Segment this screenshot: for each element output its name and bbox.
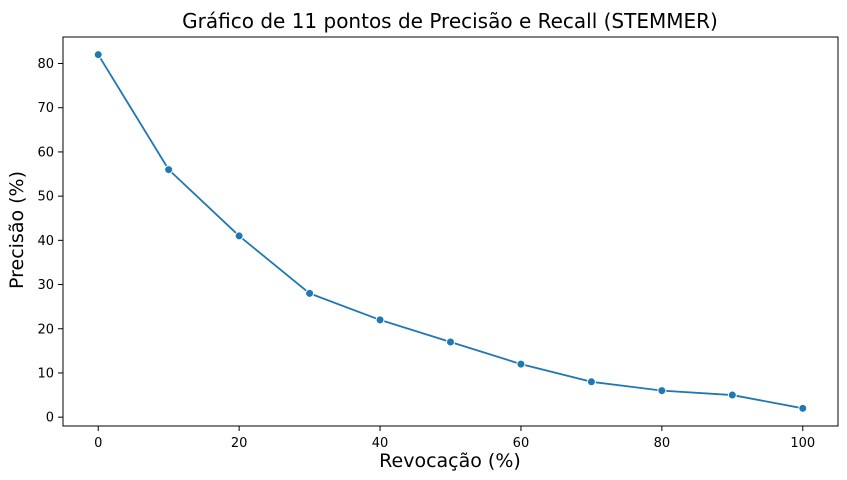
data-point-marker [516,359,526,369]
x-axis-label: Revocação (%) [379,450,521,472]
y-tick-label: 80 [37,57,54,72]
data-point-marker [446,337,455,347]
y-tick-label: 20 [37,322,54,337]
y-axis-ticks: 0 10 20 30 40 50 60 70 80 [37,57,63,426]
data-point-marker [93,50,103,60]
plot-area: 0 20 40 60 80 100 0 10 20 30 40 50 60 70 80 [37,36,839,451]
y-axis-label: Precisão (%) [6,171,28,289]
series-layer [93,50,808,413]
axes-frame [62,36,839,427]
data-point-marker [798,403,808,413]
y-tick-label: 60 [37,145,54,160]
x-axis-ticks: 0 20 40 60 80 100 [94,426,815,451]
data-point-marker [375,315,385,325]
y-tick-label: 40 [37,234,54,249]
y-tick-label: 70 [37,101,54,116]
x-tick-label: 0 [94,436,102,451]
data-point-marker [727,390,737,400]
x-tick-label: 80 [654,436,671,451]
data-point-marker [164,165,174,175]
x-tick-label: 60 [513,436,530,451]
y-tick-label: 50 [37,190,54,205]
data-point-marker [305,288,315,298]
chart-title: Gráfico de 11 pontos de Precisão e Recal… [182,9,718,33]
x-tick-label: 40 [372,436,389,451]
y-tick-label: 0 [46,411,54,426]
data-point-marker [234,231,244,241]
data-point-marker [586,377,596,387]
y-tick-label: 30 [37,278,54,293]
data-point-marker [657,386,667,396]
x-tick-label: 20 [231,436,248,451]
x-tick-label: 100 [790,436,815,451]
y-tick-label: 10 [37,366,54,381]
